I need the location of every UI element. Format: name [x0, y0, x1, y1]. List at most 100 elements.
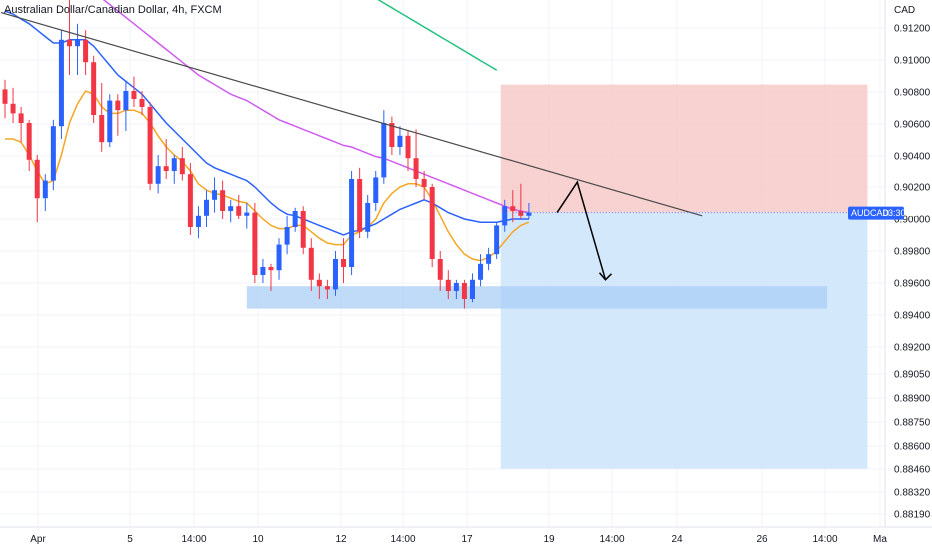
candle — [268, 263, 274, 291]
candle — [244, 203, 250, 229]
x-axis[interactable]: Apr 5 14:00 10 12 14:00 17 19 14:00 24 26 14:00 Ma — [30, 534, 887, 545]
candle-body — [365, 203, 371, 232]
candle — [461, 279, 467, 309]
moving-average-line — [102, 0, 530, 214]
candle-body — [413, 158, 419, 179]
candle-body — [349, 179, 355, 267]
candle-body — [83, 39, 89, 63]
candle — [18, 107, 24, 143]
candle — [42, 174, 48, 211]
candle — [171, 155, 177, 184]
candle-body — [42, 180, 48, 199]
candle — [195, 206, 201, 239]
candle-body — [381, 123, 387, 178]
x-tick-label: 19 — [543, 534, 555, 545]
candle-body — [510, 206, 516, 211]
candle-body — [292, 211, 298, 227]
candle — [429, 183, 435, 267]
candle-body — [445, 279, 451, 291]
candles[interactable] — [2, 0, 532, 309]
candle-body — [10, 103, 16, 114]
candle — [10, 87, 16, 123]
candle-body — [99, 115, 105, 143]
candle — [494, 222, 500, 259]
candle — [50, 119, 56, 191]
candle-body — [389, 123, 395, 147]
candle — [292, 207, 298, 232]
candle-body — [204, 199, 209, 216]
x-tick-label: 24 — [671, 534, 683, 545]
projection-path — [556, 180, 607, 281]
candle — [510, 190, 516, 223]
x-tick-label: Ma — [873, 534, 887, 545]
candle-body — [300, 211, 306, 248]
candle-body — [461, 283, 467, 299]
y-tick-label: 0.88320 — [894, 488, 931, 499]
candle-body — [260, 267, 266, 275]
take-profit-zone — [500, 212, 868, 469]
badge-countdown: 03:30:26 — [883, 208, 918, 218]
candle-body — [421, 179, 427, 187]
y-tick-label: 0.90600 — [894, 120, 931, 131]
candle — [437, 251, 443, 291]
candle-body — [2, 89, 8, 104]
candle-body — [147, 107, 153, 184]
candle-body — [195, 215, 201, 227]
y-tick-label: 0.88900 — [894, 394, 931, 405]
y-tick-label: 0.89200 — [894, 343, 931, 354]
moving-average-line — [5, 90, 530, 262]
drawings[interactable] — [0, 12, 885, 281]
y-tick-label: 0.90400 — [894, 152, 931, 163]
candle-body — [115, 100, 121, 111]
candle-body — [437, 259, 443, 280]
y-tick-label: 0.89400 — [894, 311, 931, 322]
zones — [246, 84, 868, 469]
candle — [147, 102, 153, 191]
candle — [445, 270, 451, 299]
candle — [373, 171, 379, 211]
candle — [308, 238, 314, 291]
candle — [220, 180, 226, 219]
candle-body — [58, 39, 64, 127]
candle — [187, 163, 193, 235]
candle — [91, 55, 97, 123]
candle — [324, 279, 330, 299]
y-tick-label: 0.89800 — [894, 247, 931, 258]
candle — [365, 195, 371, 239]
candle-body — [91, 62, 97, 115]
candle-body — [469, 279, 475, 299]
candle — [260, 259, 266, 283]
candle — [155, 155, 161, 194]
x-tick-label: 26 — [756, 534, 768, 545]
trendline — [0, 12, 703, 217]
support-zone — [246, 286, 828, 309]
candle — [526, 203, 532, 219]
y-axis[interactable]: 0.91200 0.91000 0.90800 0.90600 0.90400 0.902… — [894, 24, 931, 521]
candle-body — [179, 158, 185, 175]
candle-body — [236, 206, 242, 216]
candle — [469, 273, 475, 303]
candle — [236, 195, 242, 219]
candle-body — [34, 159, 40, 199]
candle-body — [429, 187, 435, 259]
candle — [204, 190, 209, 227]
candle-body — [75, 39, 81, 47]
candle-body — [244, 212, 250, 216]
x-tick-label: 10 — [252, 534, 264, 545]
candle — [332, 251, 338, 296]
candle — [502, 199, 508, 232]
candle — [389, 116, 395, 155]
candle-body — [276, 244, 282, 271]
candle — [66, 0, 72, 75]
candle-body — [171, 158, 177, 171]
y-tick-label: 0.91000 — [894, 56, 931, 67]
candle — [357, 167, 363, 239]
candle — [163, 139, 169, 179]
price-badge: AUDCAD 03:30:26 — [848, 206, 918, 220]
candle-body — [373, 177, 379, 203]
candle-body — [502, 206, 508, 226]
candle — [107, 94, 113, 147]
candle — [349, 171, 355, 275]
x-tick-label: 12 — [335, 534, 347, 545]
